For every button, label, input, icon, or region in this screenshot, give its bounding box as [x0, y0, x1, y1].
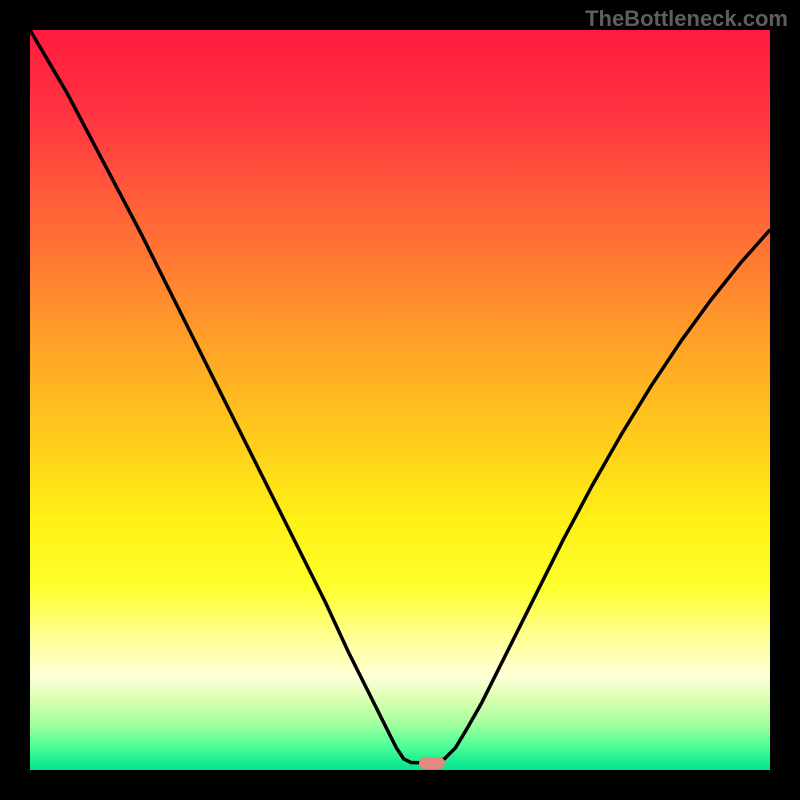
watermark: TheBottleneck.com	[585, 6, 788, 32]
optimal-marker	[419, 757, 445, 769]
bottleneck-curve	[30, 30, 770, 770]
plot-area	[30, 30, 770, 770]
